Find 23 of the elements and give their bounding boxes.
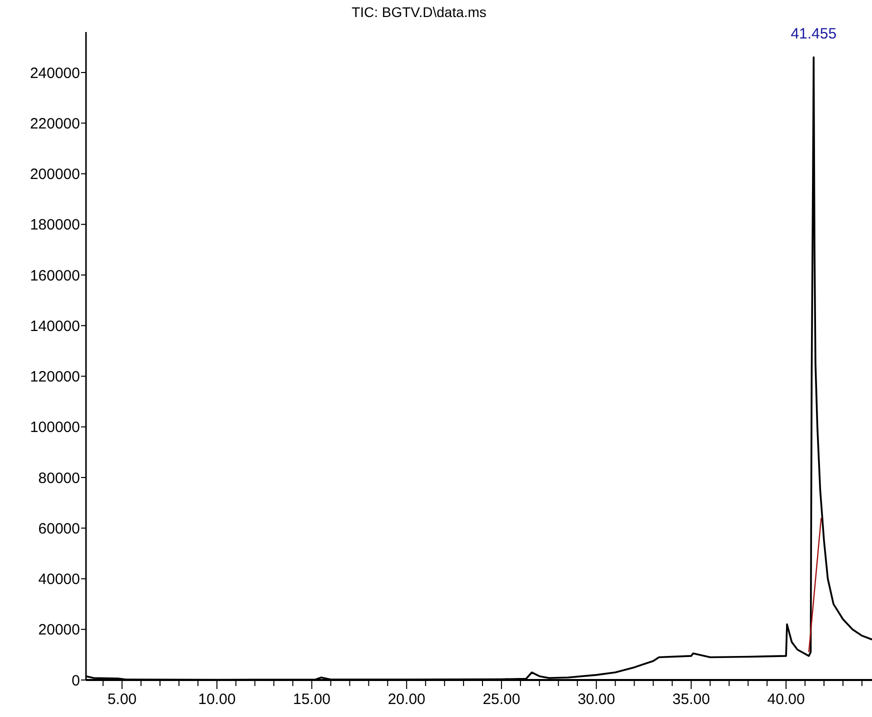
y-tick-label: 60000: [38, 520, 80, 538]
y-tick-label: 180000: [30, 216, 80, 234]
x-tick-label: 40.00: [767, 691, 805, 708]
x-tick-label: 15.00: [292, 691, 331, 708]
x-tick-label: 25.00: [482, 691, 520, 708]
x-tick-label: 5.00: [107, 691, 137, 708]
x-tick-label: 20.00: [388, 691, 426, 708]
y-tick-label: 220000: [30, 115, 80, 132]
y-tick-label: 160000: [30, 267, 80, 284]
x-tick-label: 35.00: [672, 691, 710, 708]
x-tick-label: 30.00: [578, 691, 616, 708]
x-tick-label: 10.00: [198, 691, 236, 708]
y-tick-label: 140000: [30, 318, 80, 335]
annotation: 41.455: [790, 25, 837, 42]
chart-title: TIC: BGTV.D\data.ms: [352, 4, 486, 20]
y-tick-label: 0: [72, 672, 80, 690]
y-tick-label: 200000: [30, 166, 80, 183]
y-tick-label: 240000: [30, 64, 80, 82]
y-tick-label: 20000: [38, 622, 80, 639]
y-tick-label: 100000: [30, 419, 80, 436]
y-tick-label: 40000: [38, 571, 80, 588]
y-tick-label: 120000: [30, 368, 80, 386]
y-tick-label: 80000: [38, 470, 80, 487]
